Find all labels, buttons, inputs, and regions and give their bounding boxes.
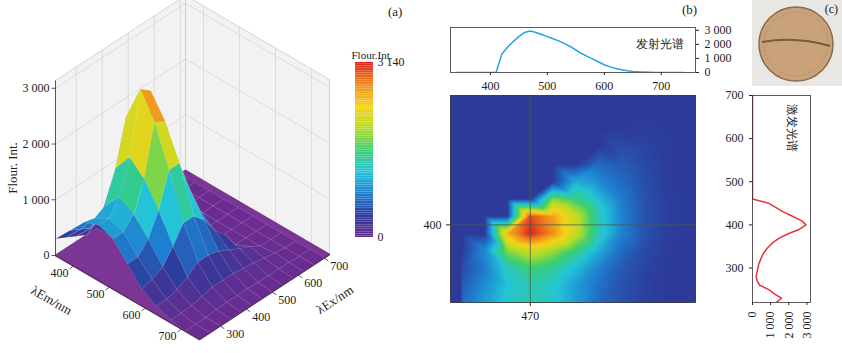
svg-text:发射光谱: 发射光谱 [636,37,684,51]
svg-text:3 000: 3 000 [705,23,732,37]
svg-text:Flour.Int.: Flour.Int. [352,49,393,61]
svg-text:3 000: 3 000 [23,81,50,95]
svg-text:Flour. Int.: Flour. Int. [5,142,20,194]
svg-text:0: 0 [378,230,384,244]
svg-text:500: 500 [538,79,556,93]
svg-text:600: 600 [595,79,613,93]
svg-text:600: 600 [726,131,744,145]
svg-text:λEx/nm: λEx/nm [314,282,357,317]
svg-text:0: 0 [705,65,711,79]
svg-text:700: 700 [652,79,670,93]
svg-text:400: 400 [726,218,744,232]
html-text:(b): (b) [682,2,698,17]
svg-text:500: 500 [726,175,744,189]
svg-text:470: 470 [521,309,539,323]
svg-text:500: 500 [278,293,296,307]
svg-text:3 000: 3 000 [800,312,814,339]
svg-text:1 000: 1 000 [705,51,732,65]
svg-text:2 000: 2 000 [782,312,796,339]
svg-text:300: 300 [226,327,244,341]
svg-text:3 140: 3 140 [377,55,405,70]
svg-text:1 000: 1 000 [23,193,50,207]
svg-text:0: 0 [44,248,50,262]
svg-text:300: 300 [726,261,744,275]
html-text:(a): (a) [388,4,403,19]
svg-text:λEm/nm: λEm/nm [29,283,75,318]
svg-text:0: 0 [745,312,759,318]
svg-text:600: 600 [123,308,141,322]
svg-text:600: 600 [304,276,322,290]
svg-text:(c): (c) [825,2,838,16]
svg-text:400: 400 [51,266,69,280]
svg-text:2 000: 2 000 [705,37,732,51]
svg-text:400: 400 [424,218,442,232]
svg-text:2 000: 2 000 [23,137,50,151]
svg-text:700: 700 [330,259,348,273]
svg-text:1 000: 1 000 [763,312,777,339]
svg-text:500: 500 [87,287,105,301]
svg-text:700: 700 [159,329,177,343]
svg-text:400: 400 [481,79,499,93]
svg-text:激发光谱: 激发光谱 [785,104,799,152]
svg-text:700: 700 [726,88,744,102]
svg-text:400: 400 [252,310,270,324]
